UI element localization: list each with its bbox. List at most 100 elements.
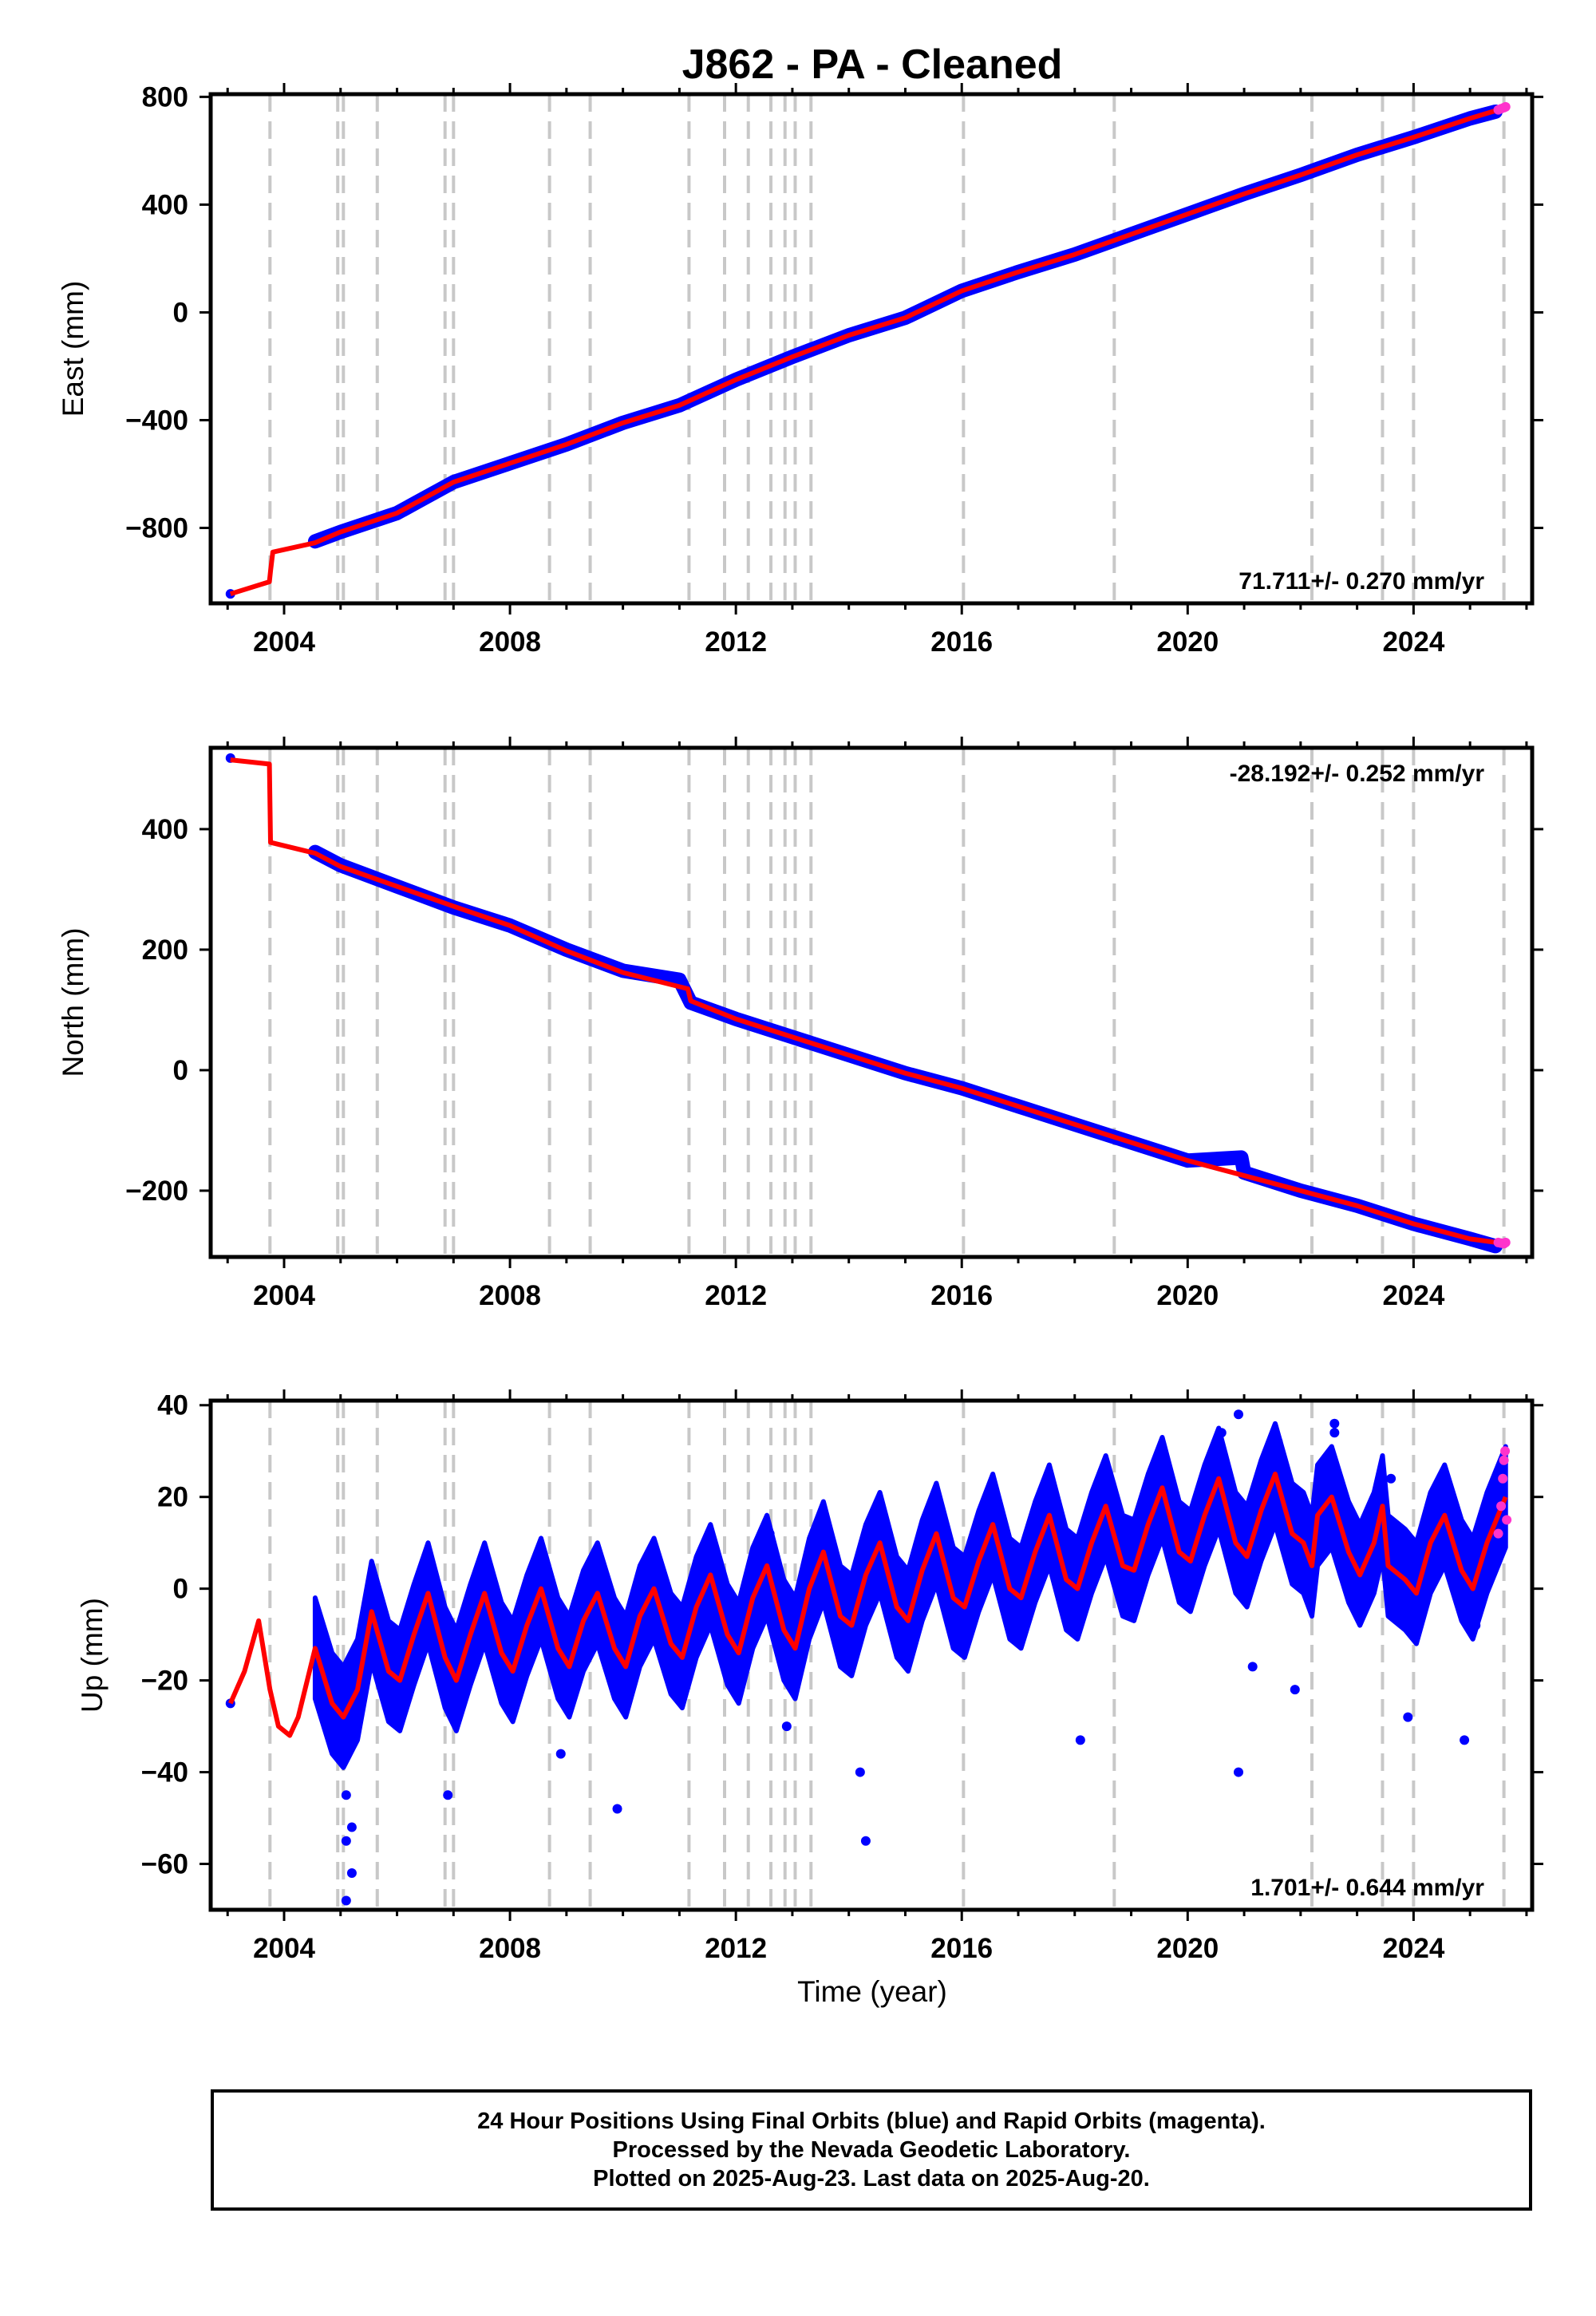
final-orbit-point xyxy=(1245,1565,1255,1575)
y-tick-label: 20 xyxy=(157,1482,188,1513)
final-orbit-point xyxy=(1460,1735,1470,1745)
footer-box: 24 Hour Positions Using Final Orbits (bl… xyxy=(211,2089,1532,2211)
y-axis-label: East (mm) xyxy=(57,281,89,417)
east-panel: 2004 2008 2012 2016 2020 2024 −800 −400 0 400 800 E… xyxy=(57,81,1543,658)
rapid-orbit-point xyxy=(1500,1446,1511,1456)
footer-line-processed: Processed by the Nevada Geodetic Laborat… xyxy=(612,2137,1131,2163)
final-orbit-track xyxy=(307,844,1503,1254)
final-orbit-scatter-band xyxy=(312,1421,1508,1770)
final-orbit-point xyxy=(1329,1418,1340,1429)
final-orbit-point xyxy=(1132,1575,1142,1585)
final-orbit-point xyxy=(1386,1473,1396,1484)
final-orbit-point xyxy=(1290,1685,1300,1695)
x-tick-label: 2004 xyxy=(253,1933,315,1964)
model-fit-line xyxy=(229,105,1507,597)
final-orbit-point xyxy=(934,1501,944,1512)
final-orbit-point xyxy=(1188,1583,1199,1594)
final-orbit-point xyxy=(482,1575,492,1585)
final-orbit-point xyxy=(1047,1483,1057,1493)
axes-frame xyxy=(208,1398,1535,1912)
final-orbit-point xyxy=(990,1492,1001,1502)
final-orbit-point xyxy=(1442,1483,1452,1493)
rapid-orbit-point xyxy=(1493,1528,1503,1539)
final-orbit-point xyxy=(454,1698,464,1709)
velocity-rate-label: 1.701+/- 0.644 mm/yr xyxy=(1250,1875,1484,1901)
x-tick-label: 2008 xyxy=(479,1933,541,1964)
x-tick-label: 2008 xyxy=(479,626,541,658)
final-orbit-point xyxy=(1357,1583,1368,1594)
x-tick-label: 2020 xyxy=(1156,626,1219,658)
final-orbit-point xyxy=(346,1868,357,1879)
footer-line-orbits: 24 Hour Positions Using Final Orbits (bl… xyxy=(477,2109,1266,2134)
final-orbit-point xyxy=(341,1836,351,1846)
final-orbit-point xyxy=(962,1611,973,1622)
final-orbit-point xyxy=(1236,1152,1246,1163)
x-tick-label: 2016 xyxy=(930,1280,993,1311)
model-fit-line xyxy=(228,1471,1508,1738)
y-tick-label: −800 xyxy=(125,512,188,543)
y-tick-label: −60 xyxy=(141,1849,188,1880)
final-orbit-point xyxy=(652,1565,662,1575)
figure-title: J862 - PA - Cleaned xyxy=(682,41,1063,88)
y-tick-label: −40 xyxy=(141,1757,188,1788)
final-orbit-point xyxy=(1075,1593,1085,1603)
final-orbit-point xyxy=(860,1836,871,1846)
axes-frame xyxy=(208,745,1535,1259)
x-tick-label: 2012 xyxy=(705,1280,767,1311)
final-orbit-point xyxy=(397,1685,408,1695)
final-orbit-point xyxy=(511,1685,521,1695)
y-tick-label: 400 xyxy=(142,814,188,845)
x-tick-label: 2008 xyxy=(479,1280,541,1311)
rapid-orbit-point xyxy=(1498,1473,1508,1484)
final-orbit-point xyxy=(1216,1428,1227,1438)
final-orbit-point xyxy=(878,1510,888,1520)
final-orbit-point xyxy=(426,1565,436,1575)
final-orbit-point xyxy=(1273,1437,1283,1447)
velocity-rate-label: 71.711+/- 0.270 mm/yr xyxy=(1238,568,1484,595)
final-orbit-point xyxy=(1104,1473,1114,1484)
y-tick-label: 400 xyxy=(142,189,188,220)
up-panel: 2004 2008 2012 2016 2020 2024 −60 −40 −20 0 20 40 Up… xyxy=(76,1389,1543,1964)
final-orbit-point xyxy=(821,1520,832,1530)
x-tick-label: 2004 xyxy=(253,626,315,658)
final-orbit-point xyxy=(612,1804,622,1814)
final-orbit-point xyxy=(539,1570,549,1580)
final-orbit-point xyxy=(1234,1409,1243,1420)
y-tick-label: 800 xyxy=(142,81,188,113)
y-tick-label: 200 xyxy=(142,935,188,966)
plot-area xyxy=(225,1409,1512,1906)
x-axis-label: Time (year) xyxy=(797,1975,947,2008)
final-orbit-point xyxy=(1403,1712,1413,1722)
final-orbit-point xyxy=(1329,1428,1340,1438)
y-tick-label: 40 xyxy=(157,1390,188,1421)
model-fit-line xyxy=(230,757,1507,1247)
rapid-orbit-point xyxy=(1502,1515,1512,1525)
x-tick-label: 2016 xyxy=(930,1933,993,1964)
y-tick-label: 0 xyxy=(173,297,188,328)
final-orbit-point xyxy=(781,1721,792,1732)
final-orbit-point xyxy=(674,974,685,985)
rapid-orbit-point xyxy=(1496,1501,1507,1512)
y-tick-label: −200 xyxy=(125,1176,188,1207)
axes-frame xyxy=(208,92,1535,606)
velocity-rate-label: -28.192+/- 0.252 mm/yr xyxy=(1230,761,1485,787)
final-orbit-track xyxy=(307,104,1503,549)
x-tick-label: 2012 xyxy=(705,1933,767,1964)
final-orbit-point xyxy=(1234,1767,1243,1777)
final-orbit-point xyxy=(346,1822,357,1832)
rapid-orbit-point xyxy=(1500,101,1511,112)
final-orbit-point xyxy=(708,1547,718,1557)
final-orbit-point xyxy=(443,1790,453,1800)
x-tick-label: 2012 xyxy=(705,626,767,658)
final-orbit-point xyxy=(1247,1662,1258,1672)
final-orbit-point xyxy=(1075,1735,1085,1745)
plot-area xyxy=(225,101,1511,599)
y-axis-label: North (mm) xyxy=(57,927,89,1077)
final-orbit-point xyxy=(1301,1570,1311,1580)
y-tick-label: −20 xyxy=(141,1666,188,1697)
final-orbit-point xyxy=(555,1749,566,1759)
y-tick-label: 0 xyxy=(173,1574,188,1605)
final-orbit-point xyxy=(1491,1492,1500,1502)
footer-line-plotted: Plotted on 2025-Aug-23. Last data on 202… xyxy=(593,2166,1150,2192)
